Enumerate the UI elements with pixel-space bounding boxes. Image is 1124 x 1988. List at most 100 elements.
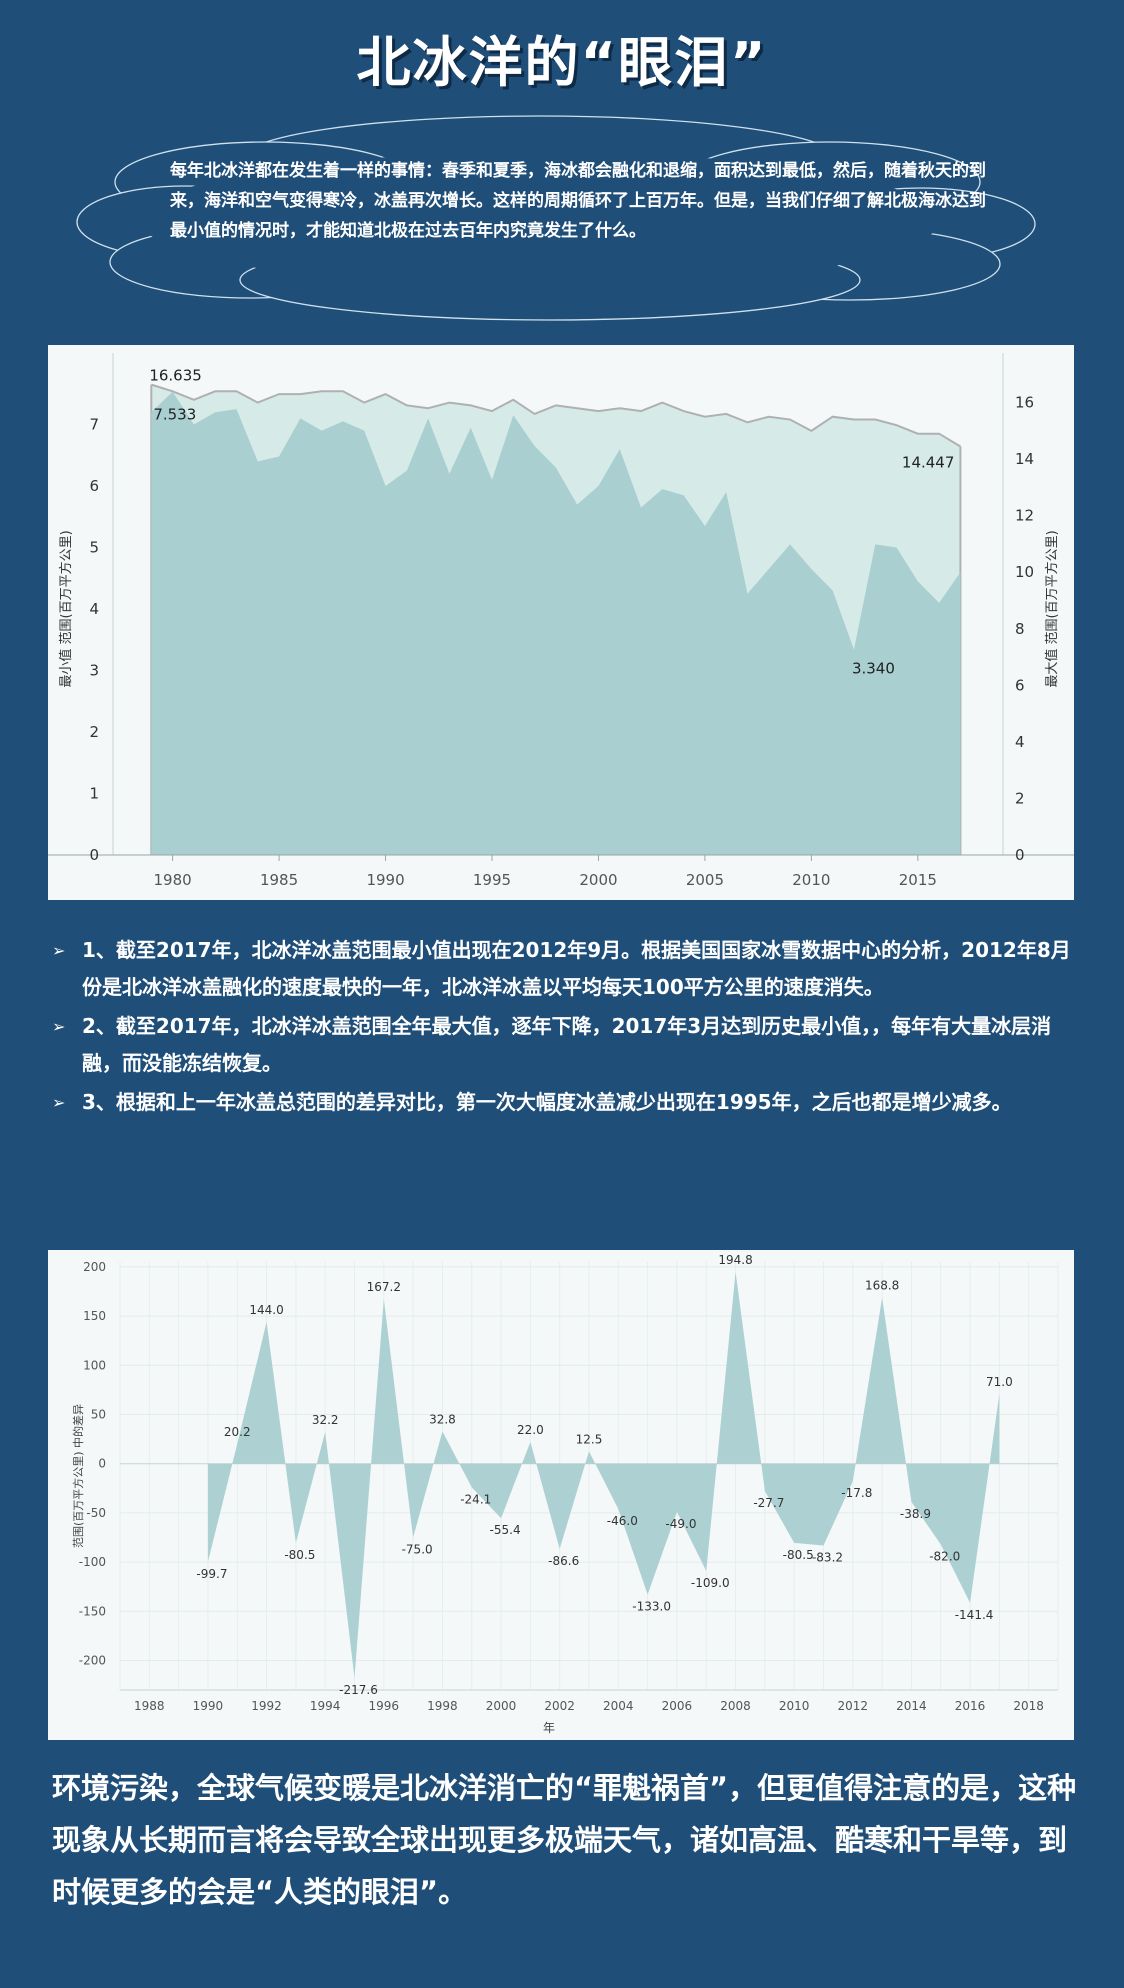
y-tick-label: 50 (91, 1408, 106, 1422)
data-label: -80.5 (284, 1548, 315, 1562)
data-label: -99.7 (196, 1567, 227, 1581)
x-tick-label: 1985 (260, 871, 298, 889)
y-tick-label: -100 (79, 1555, 106, 1569)
y-tick-label-right: 8 (1015, 620, 1025, 638)
y-tick-label-right: 6 (1015, 676, 1025, 694)
sea-ice-extent-chart: 0 1 2 3 4 5 6 7 0 2 4 6 8 10 12 14 16 1980 1985 1990 1995 200… (48, 345, 1074, 900)
bullet-text: 2、截至2017年，北冰洋冰盖范围全年最大值，逐年下降，2017年3月达到历史最… (82, 1014, 1052, 1075)
y-tick-label-left: 3 (89, 662, 99, 680)
data-label: -141.4 (955, 1608, 994, 1622)
data-label: 32.2 (312, 1413, 339, 1427)
x-tick-label: 2010 (779, 1699, 810, 1713)
y-tick-label-right: 16 (1015, 394, 1034, 412)
bullet-arrow-icon: ➢ (52, 1017, 66, 1036)
y-tick-label-left: 6 (89, 477, 99, 495)
page-title: 北冰洋的“眼泪” (356, 31, 768, 94)
data-label: -86.6 (548, 1554, 579, 1568)
data-label: 20.2 (224, 1425, 251, 1439)
x-tick-label: 1995 (473, 871, 511, 889)
max-extent-line (151, 383, 961, 448)
cloud-shape (76, 115, 1036, 321)
difference-area (207, 1272, 1000, 1678)
data-label: -17.8 (841, 1486, 872, 1500)
bullet-item: ➢ 1、截至2017年，北冰洋冰盖范围最小值出现在2012年9月。根据美国国家冰… (52, 932, 1082, 1006)
data-label: -109.0 (691, 1576, 730, 1590)
intro-cloud: 每年北冰洋都在发生着一样的事情：春季和夏季，海冰都会融化和退缩，面积达到最低，然… (70, 112, 1050, 327)
data-label: -46.0 (607, 1514, 638, 1528)
x-tick-label: 2012 (838, 1699, 869, 1713)
data-label: 71.0 (986, 1375, 1013, 1389)
data-label: 194.8 (718, 1253, 752, 1267)
y-tick-label-left: 4 (89, 600, 99, 618)
x-tick-label: 2008 (720, 1699, 751, 1713)
y-axis-title: 范围(百万平方公里) 中的差异 (71, 1404, 85, 1548)
x-tick-label: 2004 (603, 1699, 634, 1713)
data-label: 168.8 (865, 1279, 899, 1293)
min-extent-area (151, 391, 961, 855)
data-label: -38.9 (900, 1507, 931, 1521)
y-tick-label-right: 0 (1015, 846, 1025, 864)
x-tick-label: 1998 (427, 1699, 458, 1713)
data-label: -82.0 (929, 1549, 960, 1563)
x-axis-title: 年 (543, 1721, 555, 1735)
annotation-label: 14.447 (902, 453, 955, 471)
y-tick-label-right: 2 (1015, 789, 1025, 807)
x-tick-label: 2000 (579, 871, 617, 889)
x-tick-label: 2016 (955, 1699, 986, 1713)
x-tick-label: 1990 (193, 1699, 224, 1713)
data-label: -24.1 (460, 1492, 491, 1506)
data-label: 32.8 (429, 1412, 456, 1426)
y-tick-label-left: 2 (89, 723, 99, 741)
x-tick-label: 2018 (1013, 1699, 1044, 1713)
data-label: -75.0 (402, 1542, 433, 1556)
bullet-text: 1、截至2017年，北冰洋冰盖范围最小值出现在2012年9月。根据美国国家冰雪数… (82, 938, 1071, 999)
x-tick-label: 1996 (369, 1699, 400, 1713)
bullet-list: ➢ 1、截至2017年，北冰洋冰盖范围最小值出现在2012年9月。根据美国国家冰… (52, 932, 1082, 1123)
y-tick-label-left: 7 (89, 416, 99, 434)
data-label: 167.2 (367, 1280, 401, 1294)
data-label: -27.7 (753, 1496, 784, 1510)
data-label: 22.0 (517, 1423, 544, 1437)
data-label: 12.5 (576, 1432, 603, 1446)
data-label: -49.0 (665, 1517, 696, 1531)
y-tick-label: -50 (86, 1506, 106, 1520)
y-tick-label: -150 (79, 1604, 106, 1618)
extent-difference-svg: 200 150 100 50 0 -50 -100 -150 -200 1988 1990 1992 1… (71, 1253, 1059, 1735)
x-tick-label: 2014 (896, 1699, 927, 1713)
data-label: -80.5 (783, 1548, 814, 1562)
bullet-item: ➢ 2、截至2017年，北冰洋冰盖范围全年最大值，逐年下降，2017年3月达到历… (52, 1008, 1082, 1082)
x-tick-label: 2005 (686, 871, 724, 889)
y-tick-label-right: 12 (1015, 507, 1034, 525)
y-tick-label: -200 (79, 1653, 106, 1667)
annotation-label: 16.635 (149, 367, 202, 385)
bullet-arrow-icon: ➢ (52, 941, 66, 960)
annotation-label: 3.340 (852, 660, 895, 678)
intro-text: 每年北冰洋都在发生着一样的事情：春季和夏季，海冰都会融化和退缩，面积达到最低，然… (170, 161, 986, 241)
x-tick-label: 2002 (544, 1699, 575, 1713)
y-tick-label: 100 (83, 1358, 106, 1372)
y-tick-label-left: 0 (89, 846, 99, 864)
data-label: -55.4 (490, 1523, 521, 1537)
y-tick-label: 200 (83, 1260, 106, 1274)
x-tick-label: 1992 (251, 1699, 282, 1713)
y-tick-label-left: 5 (89, 539, 99, 557)
x-tick-label: 1990 (366, 871, 404, 889)
conclusion-text: 环境污染，全球气候变暖是北冰洋消亡的“罪魁祸首”，但更值得注意的是，这种现象从长… (52, 1771, 1077, 1909)
x-tick-label: 2010 (792, 871, 830, 889)
y-tick-label-right: 10 (1015, 563, 1034, 581)
data-label: -217.6 (339, 1683, 378, 1697)
x-tick-label: 1980 (154, 871, 192, 889)
x-tick-label: 1988 (134, 1699, 165, 1713)
x-tick-label: 1994 (310, 1699, 341, 1713)
bullet-text: 3、根据和上一年冰盖总范围的差异对比，第一次大幅度冰盖减少出现在1995年，之后… (82, 1090, 1012, 1114)
data-label: 144.0 (249, 1303, 283, 1317)
bullet-item: ➢ 3、根据和上一年冰盖总范围的差异对比，第一次大幅度冰盖减少出现在1995年，… (52, 1084, 1082, 1121)
y-tick-label-left: 1 (89, 785, 99, 803)
data-label: -83.2 (812, 1551, 843, 1565)
y-axis-title-left: 最小值 范围(百万平方公里) (58, 530, 74, 687)
x-tick-label: 2015 (899, 871, 937, 889)
x-tick-label: 2000 (486, 1699, 517, 1713)
y-tick-label: 150 (83, 1309, 106, 1323)
data-label: -133.0 (632, 1600, 671, 1614)
